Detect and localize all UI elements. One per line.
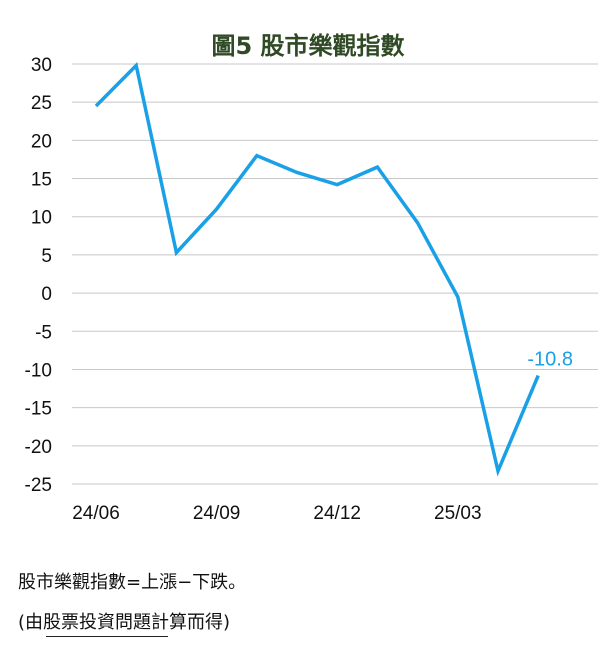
y-tick-label: -25 — [25, 475, 52, 496]
x-tick-label: 24/12 — [313, 503, 361, 524]
y-tick-label: 15 — [31, 170, 52, 191]
y-axis: 30 25 20 15 10 5 0 -5 -10 -15 -20 -25 — [25, 55, 52, 496]
last-value-label: -10.8 — [527, 349, 573, 371]
y-tick-label: -20 — [25, 437, 52, 458]
source-underline — [46, 636, 168, 637]
index-definition-note: 股市樂觀指數=上漲−下跌。 — [18, 572, 247, 593]
y-tick-label: 20 — [31, 131, 52, 152]
y-tick-label: 25 — [31, 93, 52, 114]
y-tick-label: 10 — [31, 208, 52, 229]
x-tick-label: 25/03 — [434, 503, 482, 524]
x-tick-label: 24/06 — [72, 503, 120, 524]
x-tick-label: 24/09 — [193, 503, 241, 524]
series-layer: -10.8 — [94, 62, 573, 477]
y-tick-label: -15 — [25, 399, 52, 420]
y-tick-label: -5 — [35, 322, 52, 343]
y-tick-label: 30 — [31, 55, 52, 76]
source-note-text: (由股票投資問題計算而得) — [18, 612, 231, 633]
chart-title: 圖5 股市樂觀指數 — [211, 32, 405, 60]
x-axis: 24/06 24/09 24/12 25/03 — [72, 503, 481, 524]
y-tick-label: 5 — [41, 246, 52, 267]
source-note: (由股票投資問題計算而得) — [18, 608, 231, 637]
y-tick-label: 0 — [41, 284, 52, 305]
series-line — [94, 62, 540, 477]
y-tick-label: -10 — [25, 360, 52, 381]
